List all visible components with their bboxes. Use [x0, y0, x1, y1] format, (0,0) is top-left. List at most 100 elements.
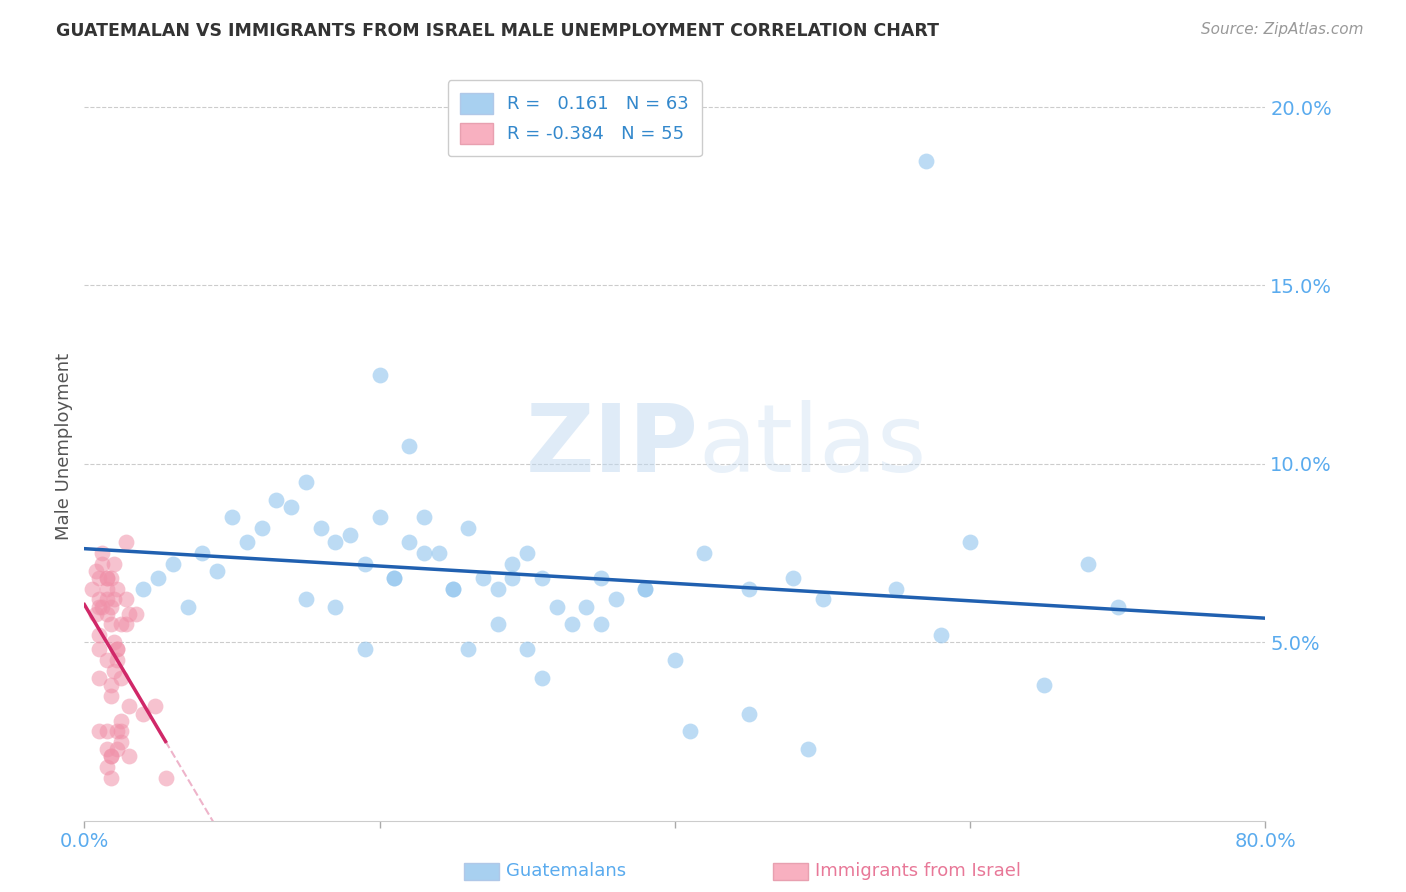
Text: atlas: atlas	[699, 400, 927, 492]
Point	[398, 439, 420, 453]
Point	[96, 724, 118, 739]
Text: Guatemalans: Guatemalans	[506, 863, 626, 880]
Point	[915, 153, 938, 168]
Point	[664, 653, 686, 667]
Text: Source: ZipAtlas.com: Source: ZipAtlas.com	[1201, 22, 1364, 37]
Point	[105, 582, 128, 596]
Point	[457, 642, 479, 657]
Point	[91, 546, 114, 560]
Point	[413, 510, 436, 524]
Point	[266, 492, 288, 507]
Point	[207, 564, 229, 578]
Point	[531, 671, 554, 685]
Point	[427, 546, 450, 560]
Point	[110, 735, 132, 749]
Point	[103, 664, 125, 678]
Point	[96, 582, 118, 596]
Point	[96, 607, 118, 621]
Point	[738, 582, 761, 596]
Point	[679, 724, 702, 739]
Point	[591, 617, 613, 632]
Point	[100, 599, 122, 614]
Point	[280, 500, 302, 514]
Point	[634, 582, 657, 596]
Point	[959, 535, 981, 549]
Point	[546, 599, 568, 614]
Point	[191, 546, 214, 560]
Point	[118, 749, 141, 764]
Point	[96, 742, 118, 756]
Text: Immigrants from Israel: Immigrants from Israel	[815, 863, 1022, 880]
Point	[339, 528, 361, 542]
Point	[575, 599, 598, 614]
Point	[382, 571, 406, 585]
Point	[103, 592, 125, 607]
Point	[132, 706, 155, 721]
Point	[309, 521, 332, 535]
Point	[1077, 557, 1099, 571]
Point	[100, 689, 122, 703]
Point	[100, 749, 122, 764]
Point	[100, 678, 122, 692]
Point	[561, 617, 583, 632]
Point	[325, 535, 347, 549]
Point	[96, 653, 118, 667]
Point	[87, 592, 111, 607]
Point	[591, 571, 613, 585]
Point	[605, 592, 627, 607]
Point	[105, 653, 128, 667]
Point	[738, 706, 761, 721]
Point	[811, 592, 834, 607]
Point	[486, 617, 509, 632]
Point	[100, 617, 122, 632]
Point	[398, 535, 420, 549]
Point	[105, 642, 128, 657]
Point	[148, 571, 170, 585]
Point	[91, 599, 114, 614]
Point	[162, 557, 184, 571]
Point	[486, 582, 509, 596]
Point	[295, 592, 318, 607]
Point	[114, 617, 136, 632]
Point	[443, 582, 465, 596]
Point	[1033, 678, 1056, 692]
Point	[110, 617, 132, 632]
Point	[516, 546, 538, 560]
Point	[87, 599, 111, 614]
Point	[782, 571, 804, 585]
Point	[132, 582, 155, 596]
Point	[501, 571, 523, 585]
Point	[797, 742, 820, 756]
Point	[105, 642, 128, 657]
Point	[105, 742, 128, 756]
Point	[354, 557, 377, 571]
Point	[114, 592, 136, 607]
Point	[96, 760, 118, 774]
Point	[443, 582, 465, 596]
Point	[501, 557, 523, 571]
Point	[354, 642, 377, 657]
Point	[105, 724, 128, 739]
Point	[221, 510, 243, 524]
Point	[368, 510, 391, 524]
Point	[84, 564, 107, 578]
Point	[96, 571, 118, 585]
Point	[100, 771, 122, 785]
Point	[118, 607, 141, 621]
Point	[1107, 599, 1129, 614]
Point	[118, 699, 141, 714]
Point	[110, 714, 132, 728]
Point	[96, 571, 118, 585]
Point	[236, 535, 259, 549]
Point	[125, 607, 148, 621]
Point	[177, 599, 200, 614]
Point	[87, 628, 111, 642]
Point	[100, 571, 122, 585]
Point	[531, 571, 554, 585]
Y-axis label: Male Unemployment: Male Unemployment	[55, 352, 73, 540]
Point	[103, 635, 125, 649]
Text: GUATEMALAN VS IMMIGRANTS FROM ISRAEL MALE UNEMPLOYMENT CORRELATION CHART: GUATEMALAN VS IMMIGRANTS FROM ISRAEL MAL…	[56, 22, 939, 40]
Point	[110, 671, 132, 685]
Point	[693, 546, 716, 560]
Point	[382, 571, 406, 585]
